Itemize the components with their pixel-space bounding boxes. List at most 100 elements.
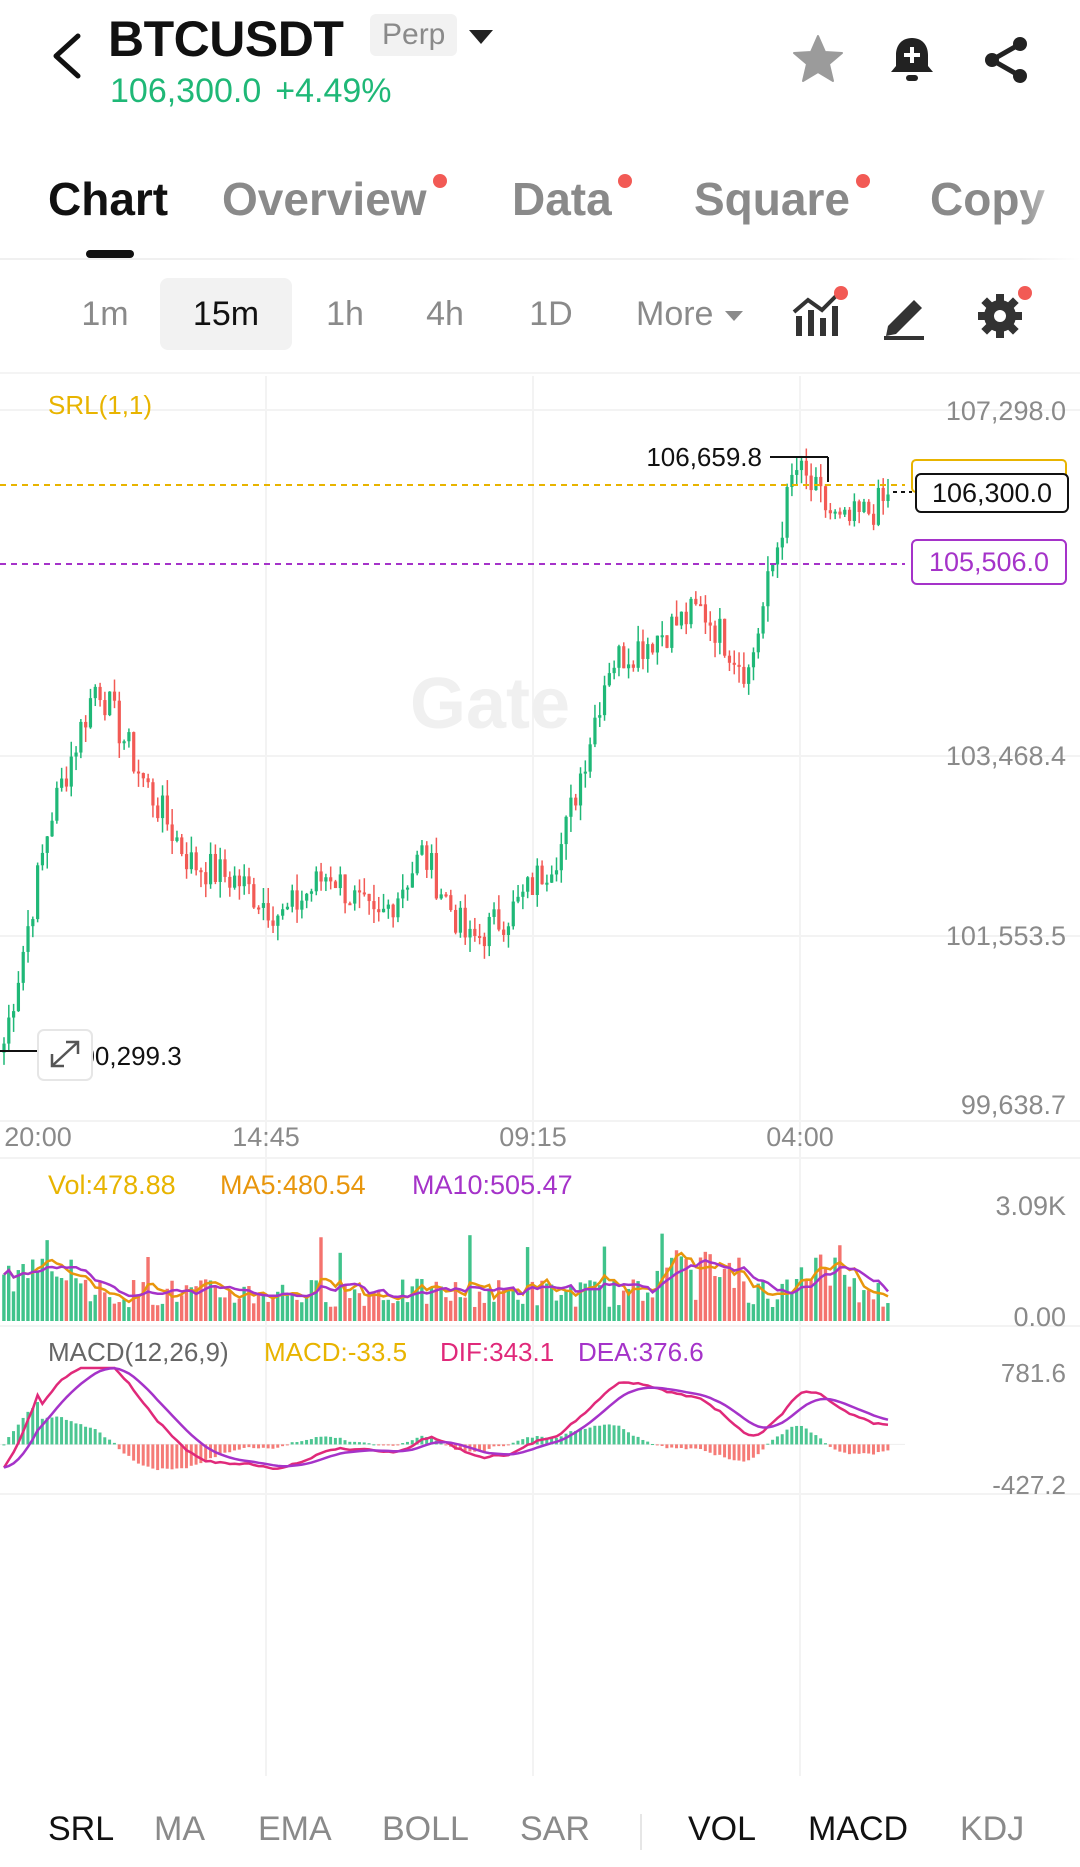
symbol-dropdown-icon[interactable] [466, 26, 496, 50]
macd-histogram-bar [74, 1423, 78, 1445]
macd-histogram-bar [170, 1444, 174, 1470]
macd-histogram-bar [463, 1444, 467, 1452]
tab-data[interactable]: Data [512, 172, 632, 226]
symbol-title[interactable]: BTCUSDT [108, 11, 344, 67]
macd-histogram-bar [785, 1429, 789, 1445]
candle-body [36, 865, 40, 920]
volume-bar [770, 1306, 775, 1321]
volume-bar [694, 1299, 698, 1321]
macd-histogram-bar [237, 1444, 241, 1450]
star-icon[interactable] [790, 32, 846, 88]
indicator-ema[interactable]: EMA [258, 1810, 332, 1848]
timeframe-1d[interactable]: 1D [529, 295, 573, 333]
current-price-tag[interactable] [915, 473, 1069, 513]
indicator-srl[interactable]: SRL [48, 1810, 115, 1848]
volume-bar [74, 1278, 78, 1321]
candle-body [357, 890, 362, 893]
back-icon[interactable] [46, 30, 90, 82]
vol-axis-bottom: 0.00 [1013, 1302, 1066, 1332]
macd-histogram-bar [439, 1442, 443, 1445]
macd-histogram-bar [478, 1444, 482, 1452]
volume-bar [881, 1306, 885, 1321]
candle-body [751, 652, 756, 668]
indicator-sar[interactable]: SAR [520, 1810, 590, 1848]
tab-square[interactable]: Square [694, 172, 870, 226]
candle-body [718, 618, 722, 643]
volume-bar [7, 1265, 11, 1321]
indicator-kdj[interactable]: KDJ [960, 1810, 1025, 1848]
candle-body [876, 487, 880, 525]
macd-histogram-bar [223, 1444, 227, 1453]
macd-histogram-bar [391, 1444, 395, 1446]
timeframe-1h[interactable]: 1h [326, 295, 364, 333]
volume-bar [444, 1297, 448, 1321]
bell-add-icon[interactable] [884, 32, 940, 88]
macd-histogram-bar [833, 1444, 837, 1450]
volume-bar [588, 1280, 592, 1321]
candle-body [449, 895, 453, 910]
candle-body [79, 721, 83, 753]
volume-bar [31, 1259, 35, 1321]
timeframe-1m[interactable]: 1m [81, 295, 129, 333]
volume-bar [175, 1301, 179, 1321]
volume-bar [69, 1259, 73, 1321]
candle-body [420, 845, 424, 855]
macd-histogram-bar [50, 1417, 54, 1445]
indicator-ma[interactable]: MA [154, 1810, 205, 1848]
tab-overview[interactable]: Overview [222, 172, 447, 226]
macd-histogram-bar [233, 1444, 237, 1451]
price-change: +4.49% [275, 72, 392, 110]
macd-histogram-bar [814, 1435, 818, 1445]
srl-price-tag[interactable] [911, 539, 1067, 585]
chart-canvas[interactable]: Gate SRL(1,1) 107,298.0 103,468.4 101,55… [0, 376, 1080, 1776]
candle-body [199, 870, 203, 873]
macd-histogram-bar [151, 1444, 155, 1469]
timeframe-15m[interactable]: 15m [160, 278, 292, 350]
candle-body [401, 889, 405, 899]
candle-body [204, 872, 208, 885]
chart-area[interactable]: Gate SRL(1,1) 107,298.0 103,468.4 101,55… [0, 376, 1080, 1776]
candle-body [646, 644, 650, 659]
candle-body [122, 741, 126, 744]
macd-histogram-bar [386, 1444, 390, 1446]
macd-histogram-bar [761, 1444, 765, 1450]
candle-body [478, 935, 482, 938]
candle-body [463, 907, 467, 938]
indicator-boll[interactable]: BOLL [382, 1810, 469, 1848]
notification-dot [855, 174, 870, 188]
volume-bar [381, 1300, 386, 1321]
macd-histogram-bar [343, 1440, 347, 1445]
volume-bar [713, 1276, 717, 1321]
candle-body [117, 700, 121, 744]
macd-histogram-bar [127, 1444, 131, 1456]
draw-tool[interactable] [878, 286, 934, 342]
tab-chart[interactable]: Chart [48, 172, 168, 226]
indicator-macd[interactable]: MACD [808, 1810, 909, 1848]
candle-body [276, 915, 280, 926]
volume-bar [232, 1302, 237, 1321]
candle-body [838, 511, 842, 515]
dif-legend: DIF:343.1 [440, 1337, 554, 1367]
volume-bar [295, 1299, 299, 1321]
volume-bar [107, 1297, 112, 1321]
timeframe-4h[interactable]: 4h [426, 295, 464, 333]
expand-chart-button[interactable] [37, 1029, 93, 1081]
candle-body [84, 721, 88, 728]
volume-bar [21, 1264, 25, 1321]
timeframe-more[interactable]: More [636, 278, 744, 350]
settings-tool[interactable] [974, 286, 1032, 342]
candle-body [377, 909, 381, 913]
indicator-vol[interactable]: VOL [688, 1810, 757, 1848]
indicator-tool[interactable] [790, 286, 848, 342]
macd-histogram-bar [602, 1424, 606, 1445]
candle-body [175, 837, 179, 841]
macd-histogram-bar [790, 1426, 794, 1445]
volume-bar [280, 1284, 285, 1321]
candle-body [578, 773, 583, 806]
candle-body [569, 797, 573, 817]
gear-icon [978, 294, 1022, 338]
volume-bar [203, 1279, 208, 1321]
share-icon[interactable] [978, 32, 1034, 88]
candle-body [381, 908, 386, 913]
candle-body [473, 928, 477, 936]
